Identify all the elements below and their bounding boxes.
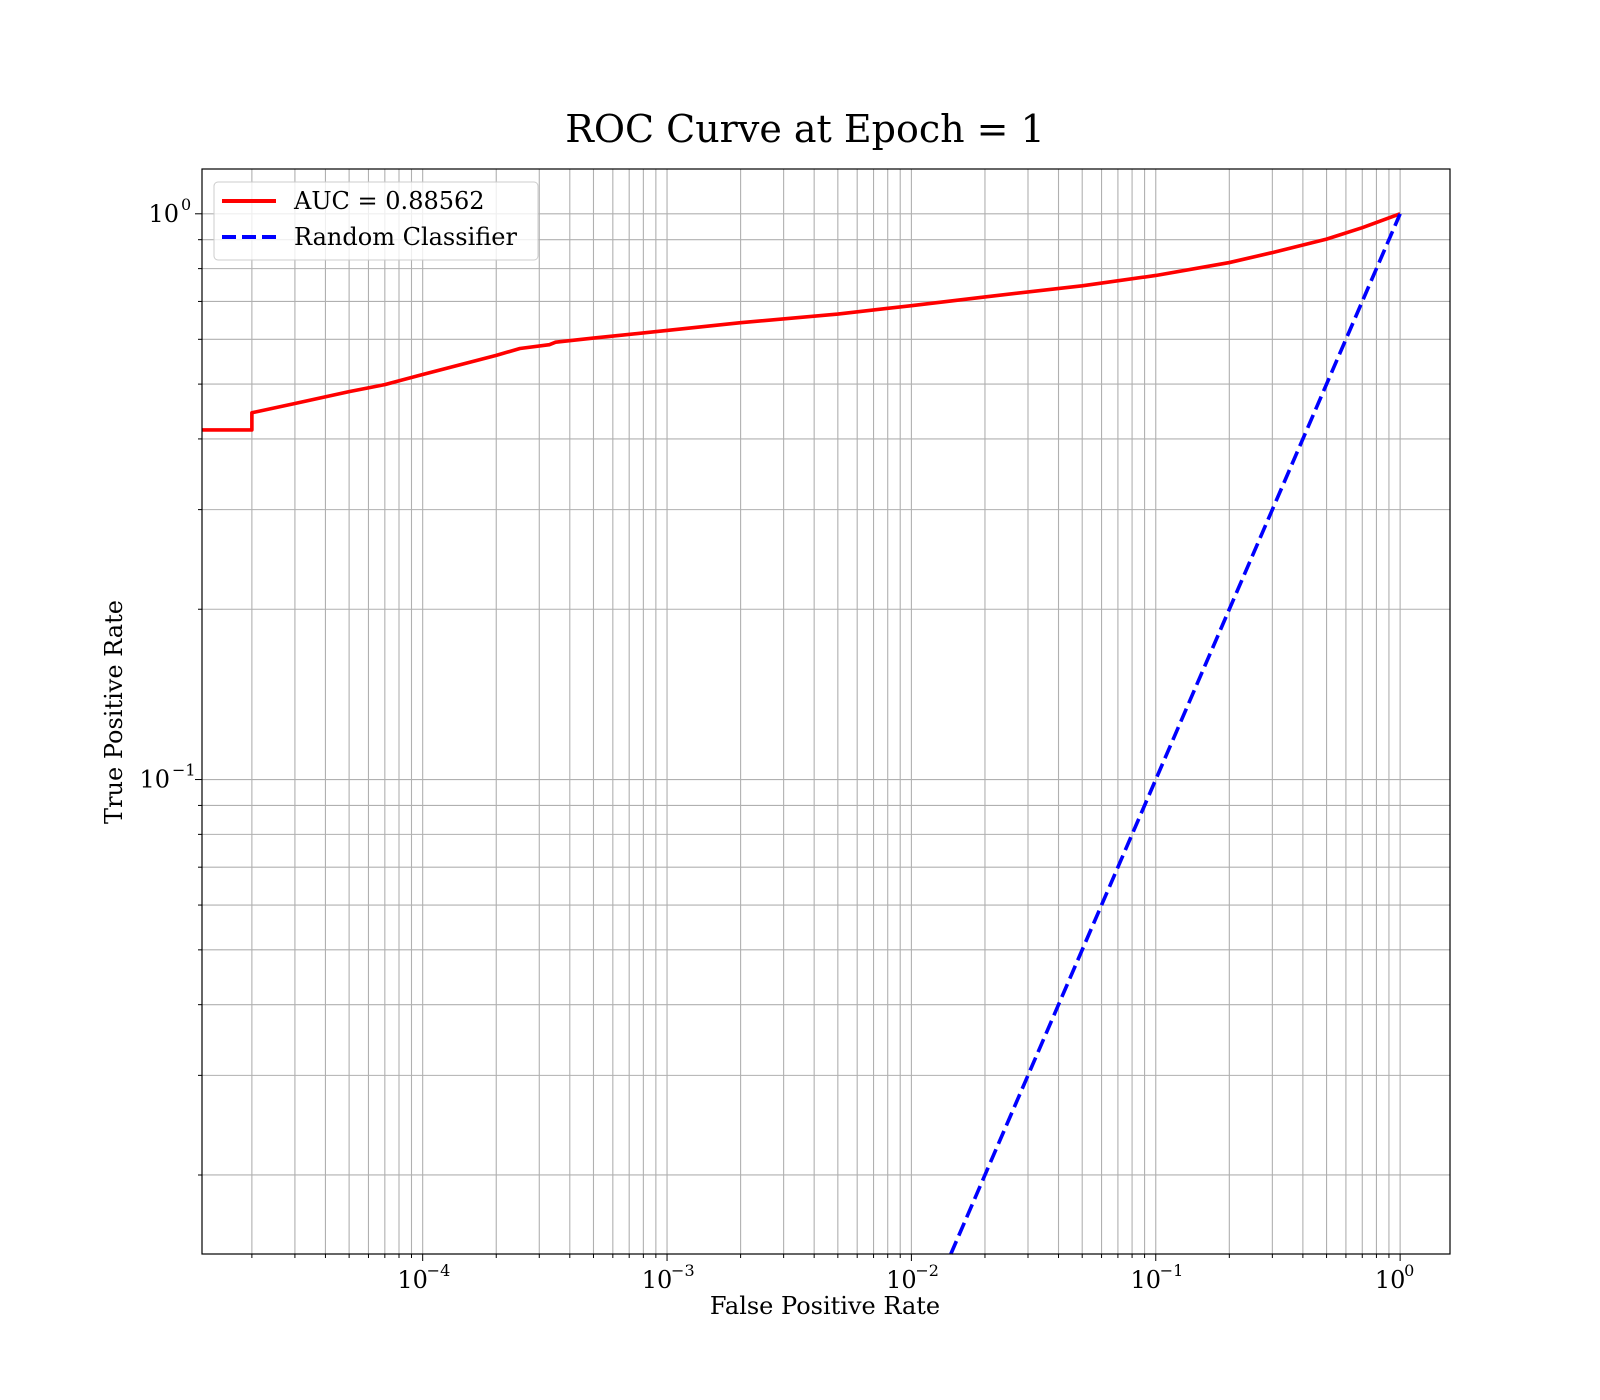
legend-label-random: Random Classifier [294,223,517,251]
y-tick-label: 10 [148,200,179,228]
y-tick-label: 10 [139,766,170,794]
legend: AUC = 0.88562 Random Classifier [213,181,539,261]
roc-curve-line [202,212,1401,432]
legend-label-auc: AUC = 0.88562 [293,187,485,215]
x-axis-label: False Positive Rate [710,1292,940,1320]
plot-frame [201,168,1451,1255]
x-tick-label: 10 [397,1266,428,1294]
x-tick-label-exponent: −1 [1160,1261,1184,1280]
x-tick-label-exponent: −2 [915,1261,939,1280]
grid-lines [202,169,1450,1254]
x-tick-label: 10 [1375,1266,1406,1294]
x-tick-label: 10 [642,1266,673,1294]
x-tick-label-exponent: −3 [671,1261,695,1280]
y-axis-label: True Positive Rate [100,600,128,824]
chart-title: ROC Curve at Epoch = 1 [565,107,1045,151]
random-classifier-line [949,213,1402,1255]
x-tick-label-exponent: 0 [1404,1261,1414,1280]
x-tick-label: 10 [1130,1266,1161,1294]
y-tick-label-exponent: 0 [181,195,191,214]
y-tick-label-exponent: −1 [172,761,196,780]
series-layer [202,212,1402,1255]
x-tick-label-exponent: −4 [427,1261,451,1280]
axis-ticks [195,213,1401,1261]
x-tick-label: 10 [886,1266,917,1294]
legend-box [213,181,539,261]
